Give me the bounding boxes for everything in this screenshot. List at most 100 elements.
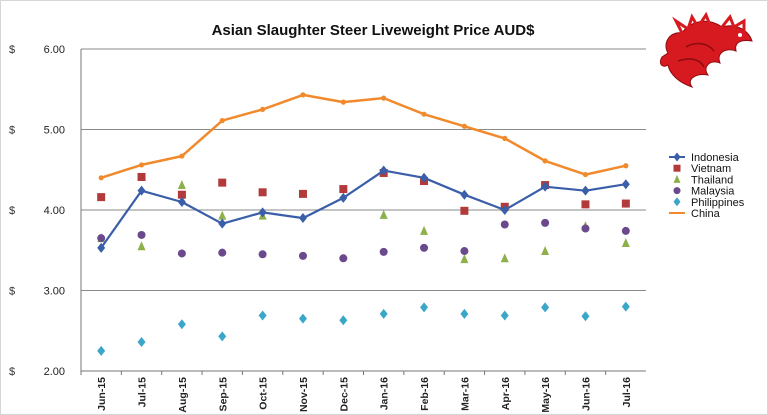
- data-point: [502, 135, 508, 141]
- x-tick-label: Oct-15: [258, 377, 270, 410]
- data-point: [137, 172, 146, 181]
- series-malaysia: [97, 218, 630, 263]
- y-tick-label: 6.00: [44, 44, 65, 56]
- legend-item: China: [669, 208, 721, 220]
- legend-label: Malaysia: [691, 186, 735, 198]
- data-point: [97, 193, 106, 202]
- data-point: [258, 310, 267, 321]
- chart-title: Asian Slaughter Steer Liveweight Price A…: [212, 22, 536, 39]
- data-point: [339, 185, 348, 194]
- x-tick-label: Nov-15: [298, 377, 310, 412]
- data-point: [379, 308, 388, 319]
- data-point: [421, 111, 427, 117]
- legend-label: Philippines: [691, 197, 745, 209]
- legend-item: Malaysia: [673, 186, 735, 198]
- x-tick-label: Jun-15: [96, 377, 108, 411]
- series-china: [98, 92, 629, 181]
- data-point: [420, 243, 429, 252]
- y-tick-label: 5.00: [44, 125, 65, 137]
- data-point: [500, 205, 509, 215]
- data-point: [218, 331, 227, 342]
- data-point: [97, 242, 106, 253]
- data-point: [621, 238, 630, 248]
- data-point: [258, 250, 267, 259]
- x-tick-label: Aug-15: [177, 377, 189, 413]
- data-point: [177, 196, 186, 207]
- legend-marker: [673, 187, 681, 195]
- legend: IndonesiaVietnamThailandMalaysiaPhilippi…: [669, 152, 745, 220]
- data-point: [461, 123, 467, 129]
- data-point: [581, 200, 590, 209]
- y-tick-label: 4.00: [44, 205, 65, 217]
- data-point: [218, 178, 227, 187]
- data-point: [623, 163, 629, 169]
- legend-label: Indonesia: [691, 152, 740, 164]
- data-point: [581, 224, 590, 233]
- data-point: [581, 185, 590, 196]
- x-tick-label: Jul-15: [137, 377, 149, 408]
- data-point: [500, 253, 509, 263]
- y-tick-label: 2.00: [44, 366, 65, 378]
- data-point: [177, 319, 186, 330]
- data-point: [339, 315, 348, 326]
- x-tick-label: Mar-16: [459, 377, 471, 411]
- x-tick-label: May-16: [540, 377, 552, 413]
- data-point: [500, 310, 509, 321]
- data-point: [541, 302, 550, 313]
- legend-item: Indonesia: [669, 152, 740, 164]
- data-point: [621, 179, 630, 190]
- data-point: [218, 218, 227, 229]
- data-point: [460, 206, 469, 215]
- data-point: [420, 172, 429, 183]
- data-point: [298, 251, 307, 260]
- series-thailand: [97, 180, 630, 264]
- data-point: [582, 171, 589, 178]
- axes: [80, 49, 646, 375]
- legend-item: Thailand: [673, 174, 733, 186]
- data-point: [138, 162, 145, 168]
- series-vietnam: [97, 168, 630, 215]
- data-point: [298, 189, 307, 198]
- data-point: [300, 92, 306, 98]
- data-point: [258, 207, 267, 218]
- data-point: [541, 181, 550, 192]
- data-point: [379, 165, 388, 176]
- data-point: [177, 190, 186, 199]
- data-point: [177, 180, 186, 190]
- data-point: [298, 213, 307, 224]
- data-point: [541, 246, 550, 256]
- data-series: [97, 92, 630, 356]
- data-point: [381, 95, 387, 101]
- legend-label: China: [691, 208, 721, 220]
- legend-marker: [673, 197, 681, 207]
- x-tick-labels: Jun-15 Jul-15 Aug-15 Sep-15 Oct-15 Nov-15 Dec-…: [96, 377, 633, 413]
- data-point: [542, 158, 548, 164]
- data-point: [379, 209, 388, 219]
- data-point: [621, 226, 630, 235]
- data-point: [219, 118, 225, 124]
- series-indonesia: [97, 165, 630, 253]
- y-tick-label: 3.00: [44, 286, 65, 298]
- y-unit-label: $: [9, 125, 15, 137]
- x-tick-label: Jun-16: [580, 377, 592, 411]
- data-point: [500, 220, 509, 229]
- legend-marker: [673, 152, 681, 162]
- series-philippines: [97, 301, 630, 356]
- data-point: [137, 185, 146, 196]
- data-point: [137, 241, 146, 251]
- legend-item: Vietnam: [673, 163, 731, 175]
- data-point: [379, 247, 388, 256]
- data-point: [177, 249, 186, 258]
- gridlines: [81, 48, 646, 291]
- data-point: [218, 210, 227, 220]
- data-point: [621, 301, 630, 312]
- data-point: [460, 254, 469, 264]
- data-point: [179, 153, 185, 159]
- y-tick-labels: 2.00 $3.00 $4.00 $5.00 $6.00 $: [9, 44, 65, 378]
- series-line: [100, 169, 626, 249]
- x-tick-label: Jul-16: [621, 377, 633, 408]
- data-point: [420, 225, 429, 235]
- y-unit-label: $: [9, 44, 15, 56]
- x-tick-label: Jan-16: [379, 377, 391, 410]
